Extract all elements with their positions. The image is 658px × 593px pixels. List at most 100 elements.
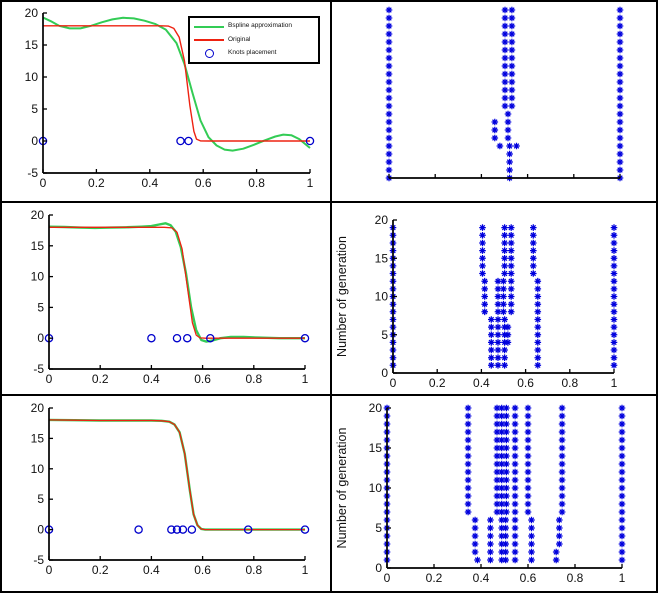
generation-marker	[504, 118, 512, 126]
generation-marker	[616, 142, 624, 150]
generation-marker	[479, 231, 486, 239]
generation-marker	[503, 484, 510, 492]
generation-marker	[508, 62, 516, 70]
generation-marker	[501, 94, 509, 102]
generation-marker	[508, 30, 516, 38]
generation-marker	[616, 102, 624, 110]
generation-marker	[616, 22, 624, 30]
y-tick-label: 5	[37, 300, 44, 314]
generation-marker	[616, 150, 624, 158]
generation-marker	[502, 556, 509, 564]
generation-marker	[385, 118, 393, 126]
generation-marker	[610, 239, 618, 247]
generation-marker	[616, 126, 624, 134]
generation-marker	[385, 110, 393, 118]
generation-marker	[481, 285, 488, 293]
generation-marker	[503, 420, 510, 428]
generation-marker	[616, 110, 624, 118]
x-tick-label: 0.6	[194, 563, 211, 577]
generation-marker	[534, 300, 542, 308]
generation-marker	[385, 94, 393, 102]
generation-marker-column	[530, 224, 537, 277]
generation-marker	[491, 118, 499, 126]
generation-marker	[498, 452, 505, 460]
generation-marker	[534, 277, 542, 285]
generation-marker	[503, 412, 510, 420]
generation-marker	[385, 86, 393, 94]
generation-marker	[503, 460, 510, 468]
generation-marker	[534, 331, 542, 339]
generation-marker	[501, 14, 509, 22]
generation-marker	[511, 452, 519, 460]
generation-marker	[498, 436, 505, 444]
generation-marker	[498, 404, 505, 412]
x-tick-label: 0.2	[92, 372, 109, 386]
generation-marker	[464, 484, 472, 492]
generation-marker-column	[496, 142, 504, 150]
generation-marker-column	[618, 404, 626, 564]
generation-marker-column	[506, 142, 513, 182]
generation-marker	[616, 14, 624, 22]
generation-marker-column	[503, 404, 510, 516]
generation-marker	[528, 516, 535, 524]
generation-marker	[511, 556, 519, 564]
generation-marker	[616, 30, 624, 38]
generation-marker	[464, 412, 472, 420]
generation-marker	[494, 323, 502, 331]
generation-marker	[493, 500, 501, 508]
generation-marker	[616, 38, 624, 46]
generation-marker	[511, 516, 519, 524]
generation-marker	[501, 6, 509, 14]
generation-marker	[487, 540, 494, 548]
generation-marker	[501, 54, 509, 62]
generation-marker	[558, 484, 566, 492]
generation-marker	[502, 516, 509, 524]
knot-marker	[134, 525, 143, 534]
generation-marker	[491, 134, 499, 142]
generation-marker	[385, 62, 393, 70]
generation-marker	[558, 420, 566, 428]
generation-marker	[464, 444, 472, 452]
legend-entry-knots: Knots placement	[190, 47, 318, 60]
knot-marker	[300, 333, 310, 343]
generation-marker	[511, 412, 519, 420]
generation-marker	[511, 540, 519, 548]
generation-marker	[385, 22, 393, 30]
generation-marker	[498, 412, 505, 420]
legend-entry-original: Original	[190, 33, 318, 46]
generation-marker	[556, 524, 563, 532]
y-tick-label: 10	[375, 290, 389, 304]
generation-marker-column	[494, 277, 502, 316]
generation-marker	[507, 254, 515, 262]
generation-marker	[471, 524, 479, 532]
generation-marker	[524, 508, 532, 516]
generation-marker	[494, 346, 502, 354]
generation-marker	[610, 231, 618, 239]
generation-marker	[501, 102, 509, 110]
generation-marker	[501, 70, 509, 78]
generation-marker	[616, 54, 624, 62]
generation-marker-column	[479, 224, 486, 277]
generation-marker	[503, 404, 510, 412]
generation-marker	[481, 277, 488, 285]
y-tick-label: 20	[375, 213, 389, 227]
generation-marker	[618, 516, 626, 524]
generation-marker	[504, 126, 512, 134]
generation-marker	[508, 86, 516, 94]
x-tick-label: 1	[619, 571, 626, 585]
generation-marker	[494, 339, 502, 346]
y-tick-label: 0	[375, 561, 382, 575]
generation-marker	[524, 428, 532, 436]
generation-marker	[493, 460, 501, 468]
generation-marker	[385, 142, 393, 150]
generation-marker	[500, 277, 507, 285]
generation-marker	[534, 362, 542, 369]
generation-marker	[511, 508, 519, 516]
legend-box: Bspline approximation Original Knots pla…	[188, 16, 320, 64]
generation-marker	[530, 239, 537, 247]
generation-marker	[488, 346, 495, 354]
generation-marker	[610, 300, 618, 308]
generation-marker	[616, 62, 624, 70]
generation-marker	[385, 126, 393, 134]
